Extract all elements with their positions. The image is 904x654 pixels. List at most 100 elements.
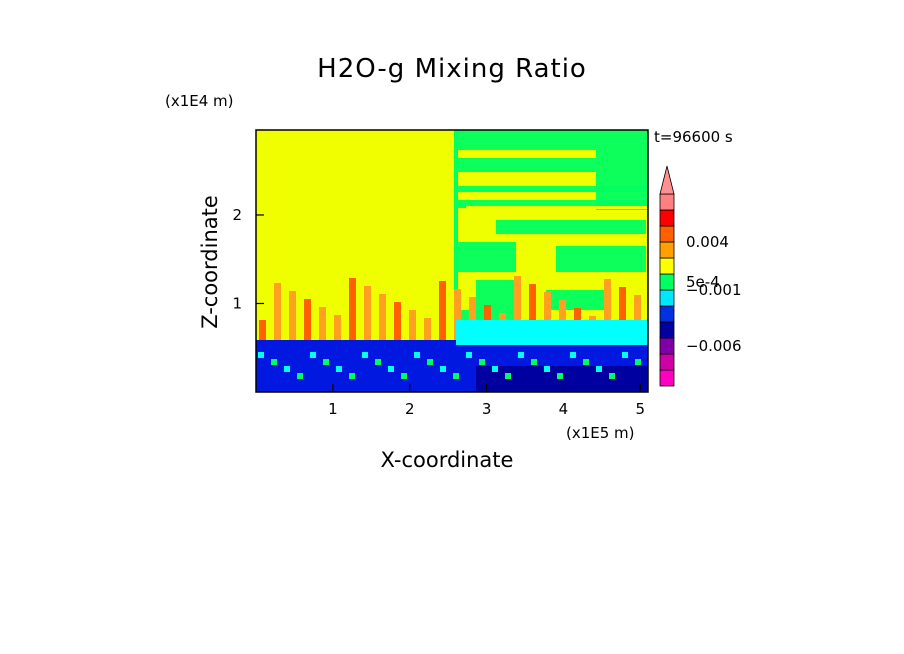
turbulent-cell xyxy=(297,373,303,379)
plume xyxy=(529,284,536,340)
green-region xyxy=(456,186,648,192)
plume xyxy=(409,310,416,340)
turbulent-cell xyxy=(401,373,407,379)
colorbar-swatch xyxy=(659,305,675,323)
turbulent-cell xyxy=(414,352,420,358)
x-tick-label: 5 xyxy=(636,400,646,418)
green-region xyxy=(596,150,648,210)
turbulent-cell xyxy=(505,373,511,379)
turbulent-cell xyxy=(596,366,602,372)
colorbar-swatch xyxy=(659,273,675,291)
colorbar-swatch xyxy=(659,257,675,275)
colorbar-swatch xyxy=(659,225,675,243)
plume xyxy=(319,307,326,340)
turbulent-cell xyxy=(284,366,290,372)
contour-plot: 1 2 3 4 5 1 2 xyxy=(232,129,649,418)
x-axis-label: X-coordinate xyxy=(0,448,904,472)
colorbar-swatch xyxy=(659,209,675,227)
turbulent-cell xyxy=(557,373,563,379)
plume xyxy=(604,279,611,340)
turbulent-cell xyxy=(479,359,485,365)
plume xyxy=(259,320,266,340)
turbulent-cell xyxy=(518,352,524,358)
x-tick-label: 2 xyxy=(405,400,415,418)
cyan-band xyxy=(456,320,648,348)
turbulent-cell xyxy=(427,359,433,365)
plume xyxy=(469,297,476,340)
x-axis-label-text: X-coordinate xyxy=(380,448,514,472)
x-tick-label: 4 xyxy=(559,400,569,418)
turbulent-cell xyxy=(323,359,329,365)
turbulent-cell xyxy=(570,352,576,358)
y-tick-label: 1 xyxy=(232,294,242,312)
time-label: t=96600 s xyxy=(654,128,733,146)
plume xyxy=(394,302,401,340)
turbulent-cell xyxy=(440,366,446,372)
plume xyxy=(544,292,551,340)
plume xyxy=(379,294,386,340)
colorbar-label: −0.001 xyxy=(686,281,742,299)
plume xyxy=(439,281,446,340)
plume xyxy=(349,278,356,340)
turbulent-cell xyxy=(544,366,550,372)
colorbar-swatch xyxy=(659,289,675,307)
yellow-streak xyxy=(466,206,648,209)
plume xyxy=(634,295,641,340)
plume xyxy=(304,299,311,340)
y-axis-unit: (x1E4 m) xyxy=(165,92,234,110)
x-tick-label: 3 xyxy=(482,400,492,418)
turbulent-cell xyxy=(531,359,537,365)
colorbar-label: −0.006 xyxy=(686,337,742,355)
turbulent-cell xyxy=(388,366,394,372)
y-tick-label: 2 xyxy=(232,206,242,224)
turbulent-cell xyxy=(362,352,368,358)
colorbar-label: 5e-4 xyxy=(686,273,720,291)
front-boundary xyxy=(454,130,458,330)
plot-frame xyxy=(255,129,649,393)
turbulent-cell xyxy=(622,352,628,358)
colorbar: 0.004 5e-4−0.001 −0.006 xyxy=(659,165,742,387)
plume xyxy=(454,289,461,340)
turbulent-cell xyxy=(349,373,355,379)
turbulent-cell xyxy=(635,359,641,365)
turbulent-cell xyxy=(453,373,459,379)
plume xyxy=(424,318,431,340)
turbulent-cell xyxy=(310,352,316,358)
turbulent-cell xyxy=(466,352,472,358)
colorbar-swatch xyxy=(659,337,675,355)
yellow-streak xyxy=(516,180,576,184)
colorbar-swatch xyxy=(659,193,675,211)
colorbar-swatch xyxy=(659,241,675,259)
plume xyxy=(364,286,371,340)
colorbar-swatch xyxy=(659,321,675,339)
y-axis-label: Z-coordinate xyxy=(198,195,222,329)
green-region xyxy=(456,130,648,150)
contour-field xyxy=(256,130,648,392)
green-region xyxy=(456,158,596,172)
x-axis-unit: (x1E5 m) xyxy=(566,424,635,442)
green-region xyxy=(456,200,648,208)
plume xyxy=(514,276,521,340)
green-region xyxy=(556,246,646,272)
green-region xyxy=(496,220,646,234)
turbulent-cell xyxy=(258,352,264,358)
colorbar-label: 0.004 xyxy=(686,233,729,251)
turbulent-cell xyxy=(583,359,589,365)
colorbar-extend-arrow xyxy=(659,165,675,195)
turbulent-cell xyxy=(375,359,381,365)
turbulent-cell xyxy=(336,366,342,372)
plume xyxy=(619,287,626,340)
turbulent-cell xyxy=(492,366,498,372)
chart-title: H2O-g Mixing Ratio xyxy=(317,54,587,84)
plume xyxy=(289,291,296,340)
colorbar-swatch xyxy=(659,353,675,371)
plot-axes: 1 2 3 4 5 1 2 xyxy=(232,129,649,418)
colorbar-swatch xyxy=(659,369,675,387)
plume xyxy=(274,283,281,340)
plume xyxy=(334,315,341,340)
x-tick-label: 1 xyxy=(328,400,338,418)
turbulent-cell xyxy=(271,359,277,365)
green-region xyxy=(546,290,606,310)
green-region xyxy=(456,242,516,272)
turbulent-cell xyxy=(609,373,615,379)
